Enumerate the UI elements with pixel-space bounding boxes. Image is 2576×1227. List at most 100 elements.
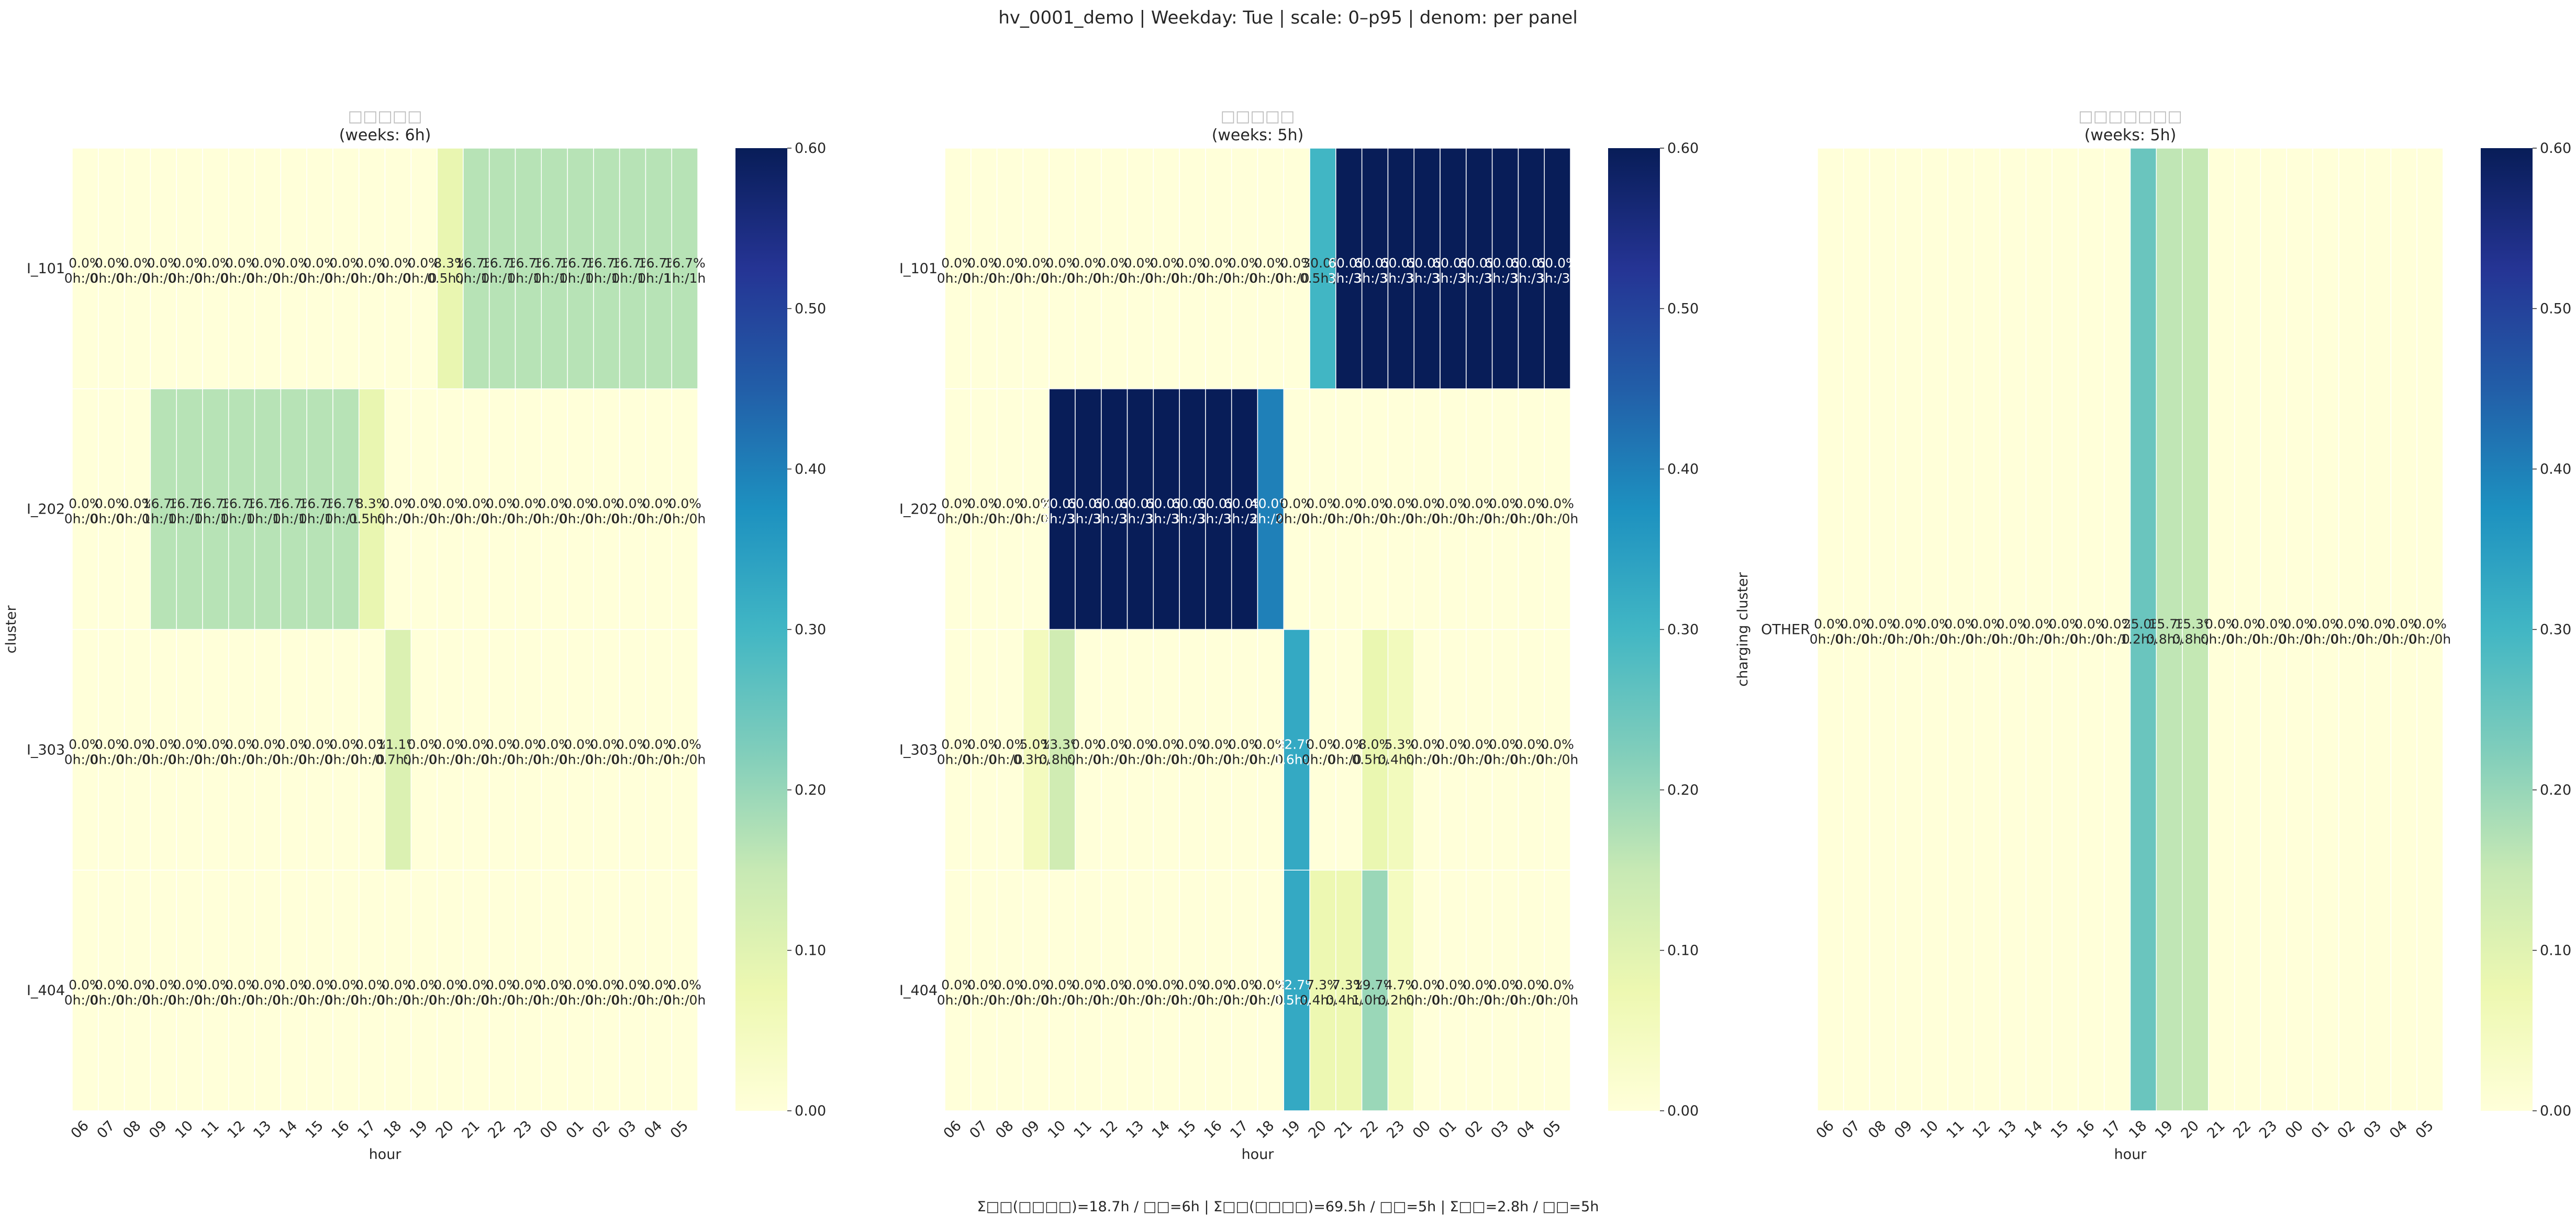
cell-value-label: 0.0% <box>173 977 206 992</box>
heatmap-cell <box>1518 388 1545 630</box>
heatmap-cell <box>150 148 177 389</box>
cell-value-label: 0.0% <box>121 977 154 992</box>
cell-value-label: 0.0% <box>147 255 181 271</box>
cell-value-label: 0.0% <box>512 737 545 752</box>
heatmap-cell <box>944 869 972 1111</box>
heatmap-cell <box>280 148 307 389</box>
heatmap-cell <box>645 388 672 630</box>
x-tick-label: 22 <box>1357 1118 1381 1142</box>
y-tick-label: OTHER <box>1761 622 1810 638</box>
x-tick-label: 09 <box>1019 1118 1043 1142</box>
heatmap-cell <box>306 869 333 1111</box>
x-tick-label: 23 <box>511 1118 535 1142</box>
heatmap-cell <box>176 148 203 389</box>
x-tick-label: 23 <box>1384 1118 1408 1142</box>
cell-value-label: 0.0% <box>407 496 441 511</box>
panel-title: □□□□□ <box>1221 107 1295 126</box>
cell-hours-label: 0h:/0h <box>664 752 706 767</box>
heatmap-cell <box>176 869 203 1111</box>
cell-value-label: 0.0% <box>1463 496 1496 511</box>
cell-hours-label: 3h:/3h <box>1536 271 1578 286</box>
cell-value-label: 0.0% <box>1970 617 2004 632</box>
heatmap-cell <box>306 388 333 630</box>
heatmap-cell <box>1309 629 1336 871</box>
heatmap-cell <box>463 869 490 1111</box>
heatmap-cell <box>98 629 125 871</box>
cell-value-label: 0.0% <box>1202 737 1235 752</box>
x-tick-label: 03 <box>1488 1118 1512 1142</box>
x-tick-label: 13 <box>250 1118 274 1142</box>
cell-value-label: 0.0% <box>173 737 206 752</box>
cell-value-label: 0.0% <box>355 737 389 752</box>
cell-value-label: 0.0% <box>1332 496 1366 511</box>
heatmap-cell <box>488 869 516 1111</box>
cell-value-label: 0.0% <box>2413 617 2447 632</box>
cell-value-label: 0.0% <box>994 977 1027 992</box>
heatmap-cell <box>437 388 464 630</box>
heatmap-cell <box>1179 629 1206 871</box>
cell-value-label: 0.0% <box>1515 496 1548 511</box>
cell-value-label: 0.0% <box>1072 977 1105 992</box>
cell-value-label: 0.0% <box>2335 617 2369 632</box>
x-tick-label: 12 <box>1969 1118 1993 1142</box>
cell-value-label: 0.0% <box>1489 496 1522 511</box>
cell-value-label: 0.0% <box>460 977 493 992</box>
cell-value-label: 0.0% <box>1541 496 1574 511</box>
heatmap-cell <box>1817 148 1844 1111</box>
x-tick-label: 11 <box>198 1118 222 1142</box>
heatmap-cell <box>358 869 386 1111</box>
x-tick-label: 18 <box>1253 1118 1277 1142</box>
cell-value-label: 0.0% <box>69 255 102 271</box>
cell-value-label: 0.0% <box>329 977 363 992</box>
heatmap-cell <box>1999 148 2027 1111</box>
heatmap-cell <box>306 148 333 389</box>
heatmap-cell <box>150 869 177 1111</box>
x-tick-label: 16 <box>1201 1118 1225 1142</box>
cell-value-label: 0.0% <box>616 737 650 752</box>
x-tick-label: 19 <box>2152 1118 2176 1142</box>
cell-hours-label: 0h:/0h <box>664 511 706 527</box>
heatmap-cell <box>202 148 229 389</box>
heatmap-cell <box>150 629 177 871</box>
cell-value-label: 0.0% <box>668 496 701 511</box>
y-axis-label: charging cluster <box>1735 572 1751 686</box>
x-tick-label: 08 <box>1865 1118 1889 1142</box>
cell-value-label: 0.0% <box>668 737 701 752</box>
cell-value-label: 0.0% <box>1176 737 1209 752</box>
x-axis-label: hour <box>369 1146 402 1163</box>
heatmap-cell <box>1153 629 1180 871</box>
cell-value-label: 0.0% <box>1020 496 1053 511</box>
cell-value-label: 0.0% <box>121 255 154 271</box>
heatmap-cell <box>2208 148 2235 1111</box>
heatmap-cell <box>2286 148 2313 1111</box>
x-tick-label: 20 <box>1306 1118 1330 1142</box>
cell-value-label: 0.0% <box>303 255 337 271</box>
heatmap-cell <box>1049 148 1076 389</box>
cell-value-label: 0.0% <box>967 255 1001 271</box>
cell-hours-label: 0h:/0h <box>664 992 706 1008</box>
cell-hours-label: 0h:/0h <box>1536 511 1578 527</box>
heatmap-cell <box>515 388 542 630</box>
x-tick-label: 18 <box>381 1118 405 1142</box>
panel-title: □□□□□□□ <box>2078 107 2182 126</box>
cell-value-label: 0.0% <box>1918 617 1951 632</box>
heatmap-cell <box>996 869 1024 1111</box>
x-tick-label: 16 <box>2074 1118 2098 1142</box>
heatmap-cell <box>202 869 229 1111</box>
cell-value-label: 0.0% <box>2388 617 2421 632</box>
cell-value-label: 0.0% <box>642 977 676 992</box>
cell-value-label: 0.0% <box>1997 617 2030 632</box>
cell-value-label: 0.0% <box>1515 737 1548 752</box>
cell-value-label: 0.0% <box>2101 617 2134 632</box>
heatmap-cell <box>124 148 151 389</box>
x-tick-label: 17 <box>1227 1118 1251 1142</box>
cell-value-label: 0.0% <box>95 496 128 511</box>
colorbar-tick-label: 0.40 <box>795 461 826 477</box>
x-tick-label: 12 <box>1097 1118 1121 1142</box>
colorbar-tick-label: 0.50 <box>2540 301 2571 317</box>
cell-value-label: 0.0% <box>407 977 441 992</box>
cell-value-label: 16.7% <box>664 255 705 271</box>
x-tick-label: 07 <box>1839 1118 1863 1142</box>
heatmap-cell <box>1101 629 1128 871</box>
cell-value-label: 0.0% <box>994 496 1027 511</box>
